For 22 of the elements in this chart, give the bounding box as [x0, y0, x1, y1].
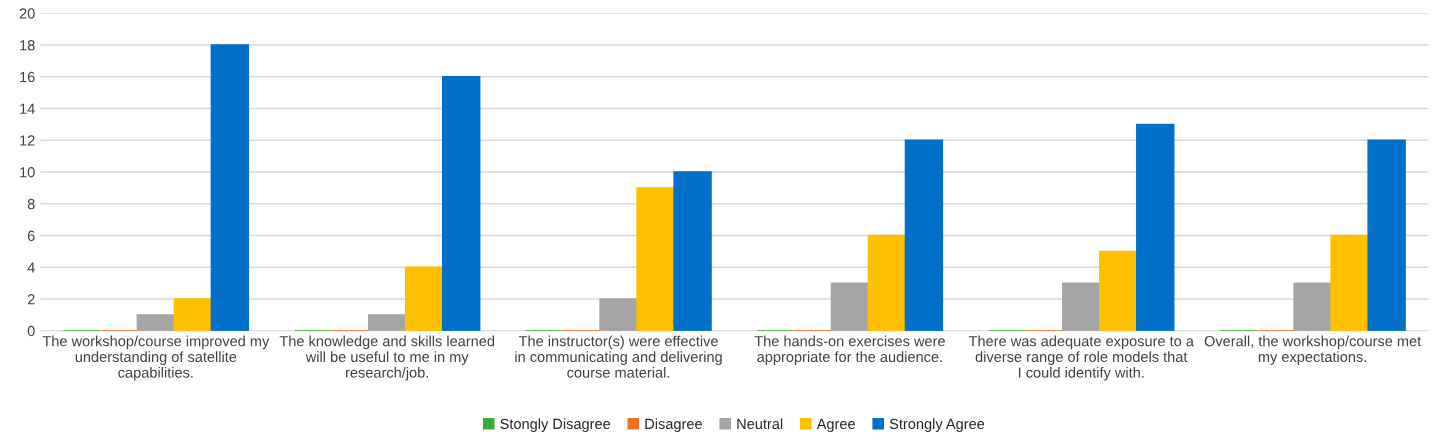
legend-label: Strongly Agree [889, 418, 985, 432]
y-tick-label: 16 [20, 71, 35, 83]
y-tick-label: 12 [20, 135, 35, 146]
y-tick-label: 4 [27, 262, 35, 273]
x-tick-label: The workshop/course improved my understanding of satellite capabilities. [42, 335, 270, 381]
x-tick-label: The instructor(s) were effective in communicating and delivering course material. [515, 335, 722, 378]
y-tick-label: 14 [20, 103, 35, 114]
y-tick-label: 6 [27, 230, 35, 241]
y-tick-label: 0 [27, 325, 35, 337]
x-tick-label: The knowledge and skills learned will be useful to me in my research/job. [279, 335, 495, 381]
x-tick-label: Overall, the workshop/course met my expectations. [1204, 335, 1422, 365]
y-tick-label: 18 [20, 40, 35, 51]
x-tick-label: The hands-on exercises were appropriate for the audience. [754, 335, 945, 365]
y-tick-label: 10 [20, 167, 35, 178]
y-tick-label: 2 [27, 294, 35, 305]
y-tick-label: 20 [19, 8, 35, 19]
legend-label: Stongly Disagree [500, 418, 611, 432]
legend-label: Disagree [645, 418, 702, 432]
legend-label: Neutral [737, 418, 783, 430]
legend-label: Agree [816, 418, 855, 432]
x-tick-label: There was adequate exposure to a diverse range of role models that I could identify with. [968, 335, 1194, 381]
y-tick-label: 8 [27, 198, 35, 210]
